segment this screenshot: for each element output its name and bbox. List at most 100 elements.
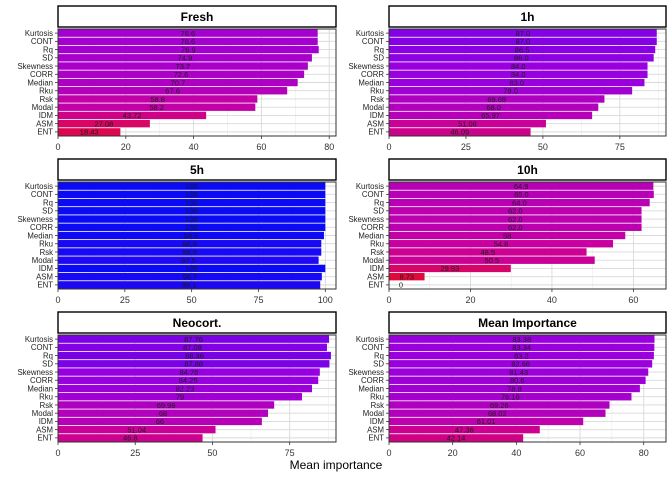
y-tick-label: Rku	[370, 240, 384, 249]
bar-value-label: 64.9	[514, 182, 529, 191]
y-tick-label: Skewness	[348, 62, 384, 71]
panel-strip	[57, 158, 337, 181]
y-tick-label: ASM	[367, 119, 384, 128]
x-tick-label: 0	[55, 448, 60, 458]
bar-value-label: 62.0	[508, 223, 523, 232]
panel-title: 1h	[520, 10, 534, 24]
bar-Kurtosis	[389, 29, 657, 37]
x-tick-label: 60	[575, 448, 585, 458]
y-tick-label: Rq	[374, 351, 384, 360]
bar-Skewness	[58, 62, 308, 70]
bar-Skewness	[389, 368, 649, 376]
x-tick-label: 25	[120, 295, 130, 305]
y-tick-label: Skewness	[17, 62, 53, 71]
y-tick-label: CORR	[361, 70, 384, 79]
y-tick-label: ASM	[36, 425, 53, 434]
bar-IDM	[58, 417, 262, 426]
bar-SD	[58, 54, 312, 62]
bar-value-label: 58.8	[150, 95, 165, 104]
bar-value-label: 50.5	[485, 256, 500, 265]
bar-ASM	[58, 425, 216, 434]
x-tick-label: 25	[130, 448, 140, 458]
bar-value-label: 76.6	[181, 29, 196, 38]
y-tick-label: ENT	[368, 128, 384, 137]
bar-ENT	[389, 434, 524, 442]
x-tick-label: 0	[386, 448, 391, 458]
bar-value-label: 42.14	[447, 434, 466, 443]
y-tick-label: CONT	[31, 37, 53, 46]
bar-value-label: 82.23	[176, 384, 195, 393]
y-tick-label: IDM	[39, 264, 53, 273]
bar-value-label: 87.0	[516, 29, 531, 38]
y-tick-label: SD	[373, 54, 384, 63]
y-tick-label: Rku	[39, 240, 53, 249]
bar-Rq	[389, 198, 650, 207]
y-tick-label: IDM	[370, 264, 384, 273]
bar-value-label: 79.0	[503, 87, 518, 96]
panel-title: 5h	[190, 163, 204, 177]
bar-value-label: 46.8	[123, 434, 138, 443]
bar-CONT	[389, 190, 654, 199]
y-tick-label: CONT	[31, 343, 53, 352]
x-tick-label: 60	[628, 295, 638, 305]
bar-value-label: 29.93	[441, 264, 460, 273]
y-tick-label: CORR	[30, 223, 53, 232]
bar-Rku	[58, 393, 303, 401]
panel-title: 10h	[517, 163, 538, 177]
bar-Rq	[389, 45, 656, 54]
x-tick-label: 0	[55, 142, 60, 152]
bar-value-label: 81.43	[509, 368, 528, 377]
x-tick-label: 20	[465, 295, 475, 305]
bar-SD	[389, 360, 653, 368]
bar-value-label: 65.0	[514, 190, 529, 199]
bar-value-label: 100	[185, 182, 198, 191]
bar-value-label: 97.5	[181, 256, 196, 265]
bar-Modal	[58, 409, 269, 417]
bar-value-label: 86.0	[514, 54, 529, 63]
bar-value-label: 69.26	[490, 401, 509, 410]
bar-value-label: 79	[176, 393, 184, 402]
bar-CORR	[58, 70, 305, 78]
bar-ASM	[389, 119, 546, 128]
y-tick-label: Rq	[374, 198, 384, 207]
bar-value-label: 87.88	[184, 360, 203, 369]
y-tick-label: Rsk	[40, 248, 54, 257]
bar-value-label: 84.76	[180, 368, 199, 377]
bar-Rq	[389, 351, 654, 360]
x-tick-label: 75	[615, 142, 625, 152]
panel-title: Mean Importance	[478, 316, 577, 330]
y-tick-label: SD	[373, 207, 384, 216]
bar-CONT	[389, 343, 655, 352]
bar-value-label: 87.0	[516, 37, 531, 46]
bar-ENT	[58, 434, 203, 442]
bar-CORR	[389, 223, 642, 231]
bar-value-label: 66	[156, 417, 164, 426]
bar-ASM	[389, 425, 540, 434]
y-tick-label: Skewness	[17, 215, 53, 224]
bar-ASM	[58, 119, 150, 128]
y-tick-label: Rku	[39, 393, 53, 402]
y-tick-label: Modal	[32, 103, 54, 112]
x-tick-label: 80	[639, 448, 649, 458]
bar-value-label: 76.16	[501, 393, 520, 402]
bar-value-label: 100	[185, 207, 198, 216]
bar-Rq	[58, 351, 331, 360]
bar-value-label: 83.0	[509, 78, 524, 87]
y-tick-label: IDM	[39, 417, 53, 426]
panel-strip	[388, 311, 667, 334]
x-tick-label: 20	[448, 448, 458, 458]
x-tick-label: 60	[256, 142, 266, 152]
bar-Modal	[389, 409, 606, 417]
bar-value-label: 27.08	[95, 119, 114, 128]
y-tick-label: Modal	[363, 103, 385, 112]
y-tick-label: CORR	[30, 70, 53, 79]
bar-value-label: 100	[185, 223, 198, 232]
bar-CORR	[58, 223, 326, 231]
bar-Median	[389, 78, 645, 87]
bar-value-label: 74.9	[178, 54, 193, 63]
bar-Median	[58, 78, 298, 87]
y-tick-label: IDM	[39, 111, 53, 120]
y-tick-label: CORR	[361, 223, 384, 232]
